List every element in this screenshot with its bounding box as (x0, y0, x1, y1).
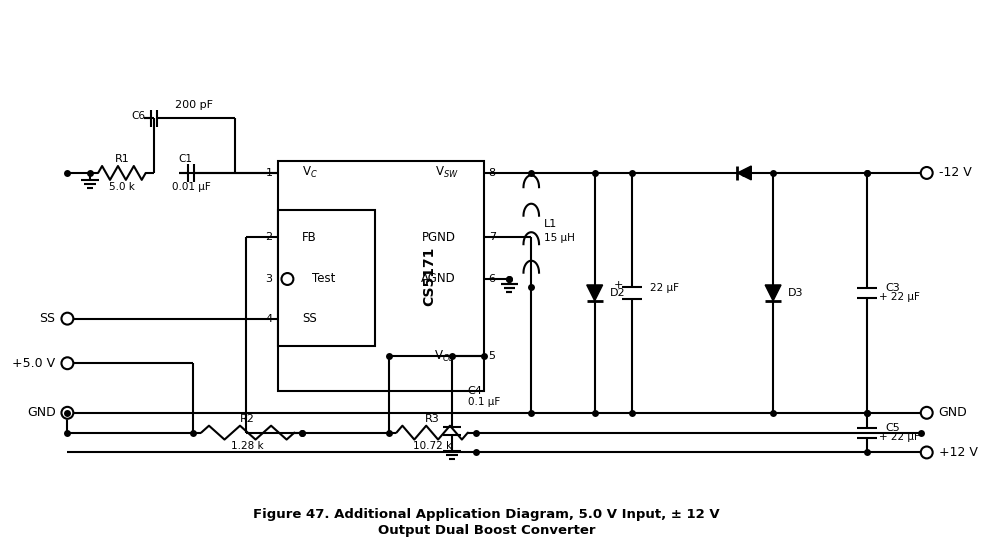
Text: C6: C6 (132, 111, 145, 121)
Circle shape (921, 167, 933, 179)
Text: C5: C5 (885, 423, 899, 433)
Circle shape (62, 312, 74, 325)
Text: 0.1 μF: 0.1 μF (468, 397, 500, 407)
Text: PGND: PGND (422, 231, 456, 244)
Text: R3: R3 (425, 414, 439, 424)
Text: 8: 8 (489, 168, 495, 178)
Text: 22 μF: 22 μF (650, 283, 679, 293)
Text: V$_{SW}$: V$_{SW}$ (435, 165, 459, 180)
Text: +12 V: +12 V (939, 446, 977, 459)
Text: + 22 μF: + 22 μF (879, 432, 920, 442)
Text: AGND: AGND (421, 272, 456, 286)
Text: 10.72 k: 10.72 k (413, 441, 452, 451)
Text: 0.01 μF: 0.01 μF (172, 182, 210, 192)
Text: 15 μH: 15 μH (545, 233, 575, 243)
Circle shape (62, 407, 74, 419)
Text: R1: R1 (115, 154, 130, 164)
Text: R2: R2 (241, 414, 256, 424)
Circle shape (281, 273, 293, 285)
Circle shape (921, 447, 933, 458)
Text: +: + (613, 280, 623, 290)
Text: L1: L1 (545, 219, 557, 229)
Text: 3: 3 (265, 274, 272, 284)
Text: +5.0 V: +5.0 V (13, 356, 55, 370)
Polygon shape (765, 285, 781, 301)
Text: Test: Test (313, 272, 335, 286)
Text: SS: SS (39, 312, 55, 325)
Text: GND: GND (939, 406, 967, 419)
Text: CS5171: CS5171 (422, 246, 436, 306)
Text: C1: C1 (178, 154, 193, 164)
Text: 5: 5 (489, 351, 495, 361)
Text: C4: C4 (468, 385, 483, 395)
Polygon shape (737, 166, 751, 180)
Text: 200 pF: 200 pF (175, 100, 213, 110)
Text: 1: 1 (265, 168, 272, 178)
Polygon shape (587, 285, 603, 301)
Text: 7: 7 (489, 232, 495, 242)
Text: + 22 μF: + 22 μF (879, 292, 920, 302)
Text: 6: 6 (489, 274, 495, 284)
Text: Output Dual Boost Converter: Output Dual Boost Converter (377, 524, 596, 538)
Text: Figure 47. Additional Application Diagram, 5.0 V Input, ± 12 V: Figure 47. Additional Application Diagra… (254, 509, 720, 521)
Text: FB: FB (303, 231, 318, 244)
Bar (277, 209, 375, 346)
Text: 5.0 k: 5.0 k (109, 182, 135, 192)
Text: D3: D3 (788, 288, 803, 298)
Text: SS: SS (303, 312, 318, 325)
Text: 2: 2 (265, 232, 272, 242)
Text: D2: D2 (609, 288, 625, 298)
Text: 1.28 k: 1.28 k (231, 441, 264, 451)
Text: V$_C$: V$_C$ (303, 165, 318, 180)
Text: 4: 4 (265, 314, 272, 324)
Text: GND: GND (27, 406, 55, 419)
Text: -12 V: -12 V (939, 167, 971, 179)
Circle shape (62, 357, 74, 369)
Circle shape (921, 407, 933, 419)
Bar (277, 161, 484, 391)
Text: C3: C3 (885, 283, 899, 293)
Text: V$_{CC}$: V$_{CC}$ (434, 349, 456, 364)
